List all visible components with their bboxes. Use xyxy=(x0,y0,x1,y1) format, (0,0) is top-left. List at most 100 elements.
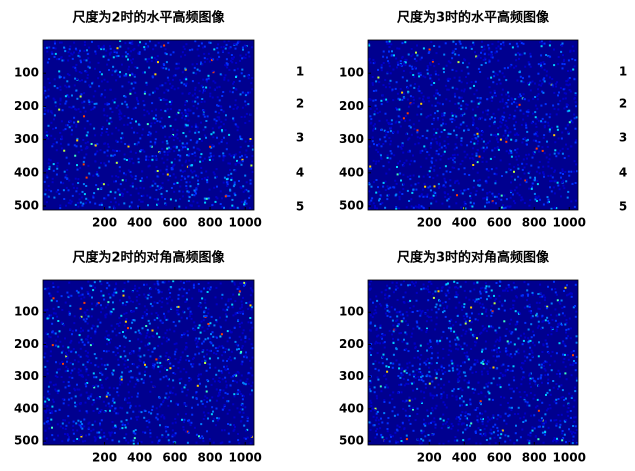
image-speckle xyxy=(556,152,558,154)
image-speckle xyxy=(111,432,113,434)
image-speckle xyxy=(446,394,448,396)
image-speckle xyxy=(490,54,492,56)
image-speckle xyxy=(203,288,205,290)
image-speckle xyxy=(194,190,196,192)
image-speckle xyxy=(535,123,537,125)
image-speckle xyxy=(146,46,148,48)
image-speckle xyxy=(447,193,449,195)
image-speckle xyxy=(166,53,168,55)
image-speckle xyxy=(410,198,412,200)
image-speckle xyxy=(183,288,185,290)
image-speckle xyxy=(191,366,193,368)
image-speckle xyxy=(204,395,206,397)
image-speckle xyxy=(145,43,147,45)
image-speckle xyxy=(501,175,503,177)
image-speckle xyxy=(250,301,252,303)
image-speckle xyxy=(141,441,143,443)
image-speckle xyxy=(85,402,87,404)
image-speckle xyxy=(50,135,52,137)
image-speckle xyxy=(168,79,170,81)
image-speckle xyxy=(480,57,482,59)
image-speckle xyxy=(465,108,467,110)
image-speckle xyxy=(120,113,122,115)
image-speckle xyxy=(398,115,400,117)
image-speckle xyxy=(83,161,85,163)
image-speckle xyxy=(462,348,464,350)
image-speckle xyxy=(216,120,218,122)
image-speckle xyxy=(47,111,49,113)
image-speckle xyxy=(194,152,196,154)
image-speckle xyxy=(143,109,145,111)
image-speckle xyxy=(520,383,522,385)
image-speckle xyxy=(429,197,431,199)
image-speckle xyxy=(220,370,222,372)
image-speckle xyxy=(89,201,91,203)
image-speckle xyxy=(550,175,552,177)
image-speckle xyxy=(418,182,420,184)
image-speckle xyxy=(222,378,224,380)
image-speckle xyxy=(80,202,82,204)
image-speckle xyxy=(183,78,185,80)
image-speckle xyxy=(507,67,509,69)
image-speckle xyxy=(424,186,426,188)
image-speckle xyxy=(528,154,530,156)
image-speckle xyxy=(376,300,378,302)
image-speckle xyxy=(486,439,488,441)
image-speckle xyxy=(422,196,424,198)
image-speckle xyxy=(372,130,374,132)
image-speckle xyxy=(244,200,246,202)
image-speckle xyxy=(110,407,112,409)
image-speckle xyxy=(552,380,554,382)
image-speckle xyxy=(221,333,223,335)
image-speckle xyxy=(231,205,233,207)
image-speckle xyxy=(157,61,159,63)
image-speckle xyxy=(60,143,62,145)
image-speckle xyxy=(207,176,209,178)
image-speckle xyxy=(101,47,103,49)
image-speckle xyxy=(197,404,199,406)
image-speckle xyxy=(567,104,569,106)
image-speckle xyxy=(521,368,523,370)
image-speckle xyxy=(100,429,102,431)
image-speckle xyxy=(478,393,480,395)
image-speckle xyxy=(173,150,175,152)
image-speckle xyxy=(166,89,168,91)
image-speckle xyxy=(478,118,480,120)
image-speckle xyxy=(221,129,223,131)
image-speckle xyxy=(125,321,127,323)
image-speckle xyxy=(458,127,460,129)
image-speckle xyxy=(105,368,107,370)
image-speckle xyxy=(219,391,221,393)
image-speckle xyxy=(44,342,46,344)
image-speckle xyxy=(215,353,217,355)
image-speckle xyxy=(552,176,554,178)
image-speckle xyxy=(57,392,59,394)
image-speckle xyxy=(144,114,146,116)
image-speckle xyxy=(543,442,545,444)
image-speckle xyxy=(136,296,138,298)
image-speckle xyxy=(46,309,48,311)
image-speckle xyxy=(182,311,184,313)
image-speckle xyxy=(191,171,193,173)
image-speckle xyxy=(135,429,137,431)
image-speckle xyxy=(430,74,432,76)
image-speckle xyxy=(68,381,70,383)
image-speckle xyxy=(46,201,48,203)
image-speckle xyxy=(71,333,73,335)
image-speckle xyxy=(87,342,89,344)
image-speckle xyxy=(463,401,465,403)
image-speckle xyxy=(65,425,67,427)
image-speckle xyxy=(539,161,541,163)
image-speckle xyxy=(249,207,251,209)
image-speckle xyxy=(177,182,179,184)
image-speckle xyxy=(216,176,218,178)
image-speckle xyxy=(491,43,493,45)
image-speckle xyxy=(408,54,410,56)
image-speckle xyxy=(49,166,51,168)
image-speckle xyxy=(87,330,89,332)
image-speckle xyxy=(250,304,252,306)
image-speckle xyxy=(84,44,86,46)
image-speckle xyxy=(455,202,457,204)
image-speckle xyxy=(388,168,390,170)
image-speckle xyxy=(562,98,564,100)
